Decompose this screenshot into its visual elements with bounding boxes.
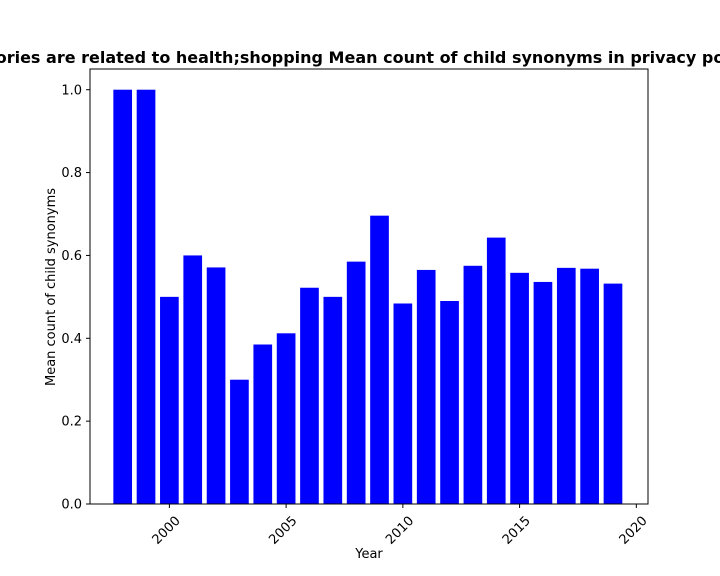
y-tick-label: 0.0 [61, 498, 82, 513]
bars-group [113, 89, 623, 505]
bar-2016 [533, 281, 553, 504]
x-axis-ticks: 2000 2005 2010 2015 2020 [150, 504, 651, 548]
x-tick-label: 2000 [150, 514, 184, 548]
y-tick-label: 0.4 [61, 332, 82, 347]
x-tick-label: 2010 [383, 514, 417, 548]
x-tick-label: 2005 [266, 514, 300, 548]
bar-2009 [370, 215, 389, 504]
y-tick-label: 0.2 [61, 415, 82, 430]
bar-2004 [253, 344, 273, 504]
bar-2000 [160, 296, 179, 504]
y-tick-label: 0.6 [61, 249, 82, 264]
y-tick-label: 1.0 [61, 83, 82, 98]
bar-2001 [183, 255, 203, 504]
bar-2006 [300, 287, 319, 504]
bar-2002 [206, 267, 226, 504]
y-axis-label: Mean count of child synonyms [44, 188, 59, 386]
bar-2008 [346, 261, 366, 504]
y-tick-label: 0.8 [61, 166, 82, 181]
plot-area-frame [89, 68, 649, 505]
bar-2015 [510, 272, 529, 504]
chart-title: ories are related to health;shopping Mea… [0, 48, 720, 67]
bar-2011 [416, 269, 436, 504]
bar-2014 [486, 237, 506, 505]
bar-1999 [136, 89, 156, 505]
bar-2019 [603, 283, 623, 504]
bar-2005 [276, 333, 296, 504]
bar-2007 [323, 296, 343, 504]
x-axis-label: Year [354, 547, 383, 562]
bar-2010 [393, 303, 413, 504]
bar-2018 [580, 268, 599, 504]
bar-2003 [230, 379, 249, 504]
bar-1998 [113, 89, 133, 505]
bar-2012 [440, 301, 459, 504]
y-axis-ticks: 0.0 0.2 0.4 0.6 0.8 1.0 [61, 83, 90, 513]
bar-2017 [556, 267, 576, 504]
x-tick-label: 2015 [500, 514, 534, 548]
bar-2013 [463, 265, 483, 504]
x-tick-label: 2020 [617, 514, 651, 548]
